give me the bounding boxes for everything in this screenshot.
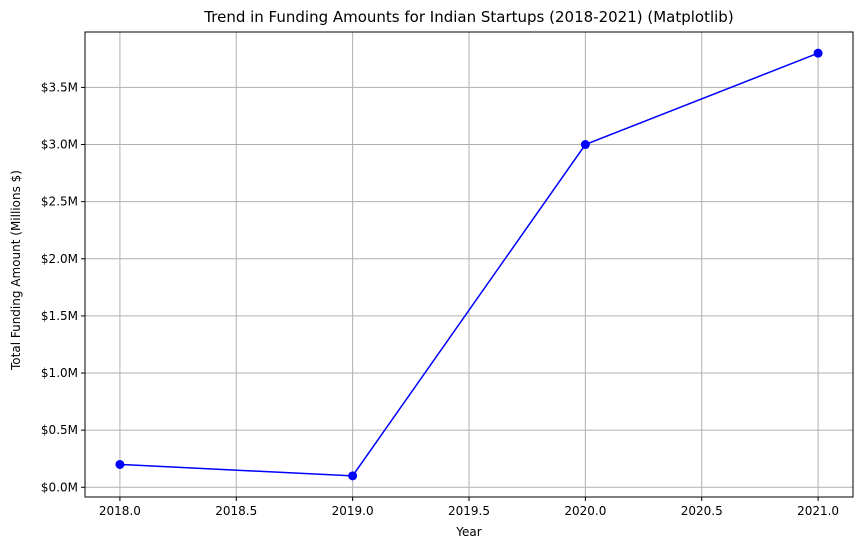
y-tick-label: $1.0M: [41, 366, 78, 380]
y-tick-label: $0.0M: [41, 480, 78, 494]
x-tick-label: 2020.0: [564, 504, 606, 518]
y-tick-label: $2.0M: [41, 252, 78, 266]
y-axis-label: Total Funding Amount (Millions $): [9, 170, 23, 371]
x-axis-label: Year: [455, 525, 481, 539]
x-tick-label: 2018.0: [99, 504, 141, 518]
y-axis: $0.0M $0.5M $1.0M $1.5M $2.0M $2.5M $3.0M $3.5M: [41, 80, 85, 494]
x-tick-label: 2018.5: [215, 504, 257, 518]
series-line: [119, 52, 819, 477]
x-tick-label: 2019.0: [332, 504, 374, 518]
data-point: [813, 48, 823, 58]
y-tick-label: $0.5M: [41, 423, 78, 437]
data-point: [348, 471, 358, 481]
y-tick-label: $1.5M: [41, 309, 78, 323]
series-layer: [115, 48, 823, 481]
y-tick-label: $2.5M: [41, 195, 78, 209]
data-point: [580, 140, 590, 150]
data-point: [115, 459, 125, 469]
x-axis: 2018.0 2018.5 2019.0 2019.5 2020.0 2020.5 2021…: [99, 497, 839, 518]
x-tick-label: 2021.0: [797, 504, 839, 518]
y-tick-label: $3.5M: [41, 80, 78, 94]
grid-lines: [85, 32, 853, 497]
x-tick-label: 2019.5: [448, 504, 490, 518]
y-tick-label: $3.0M: [41, 138, 78, 152]
chart-title: Trend in Funding Amounts for Indian Star…: [203, 8, 733, 26]
x-tick-label: 2020.5: [681, 504, 723, 518]
